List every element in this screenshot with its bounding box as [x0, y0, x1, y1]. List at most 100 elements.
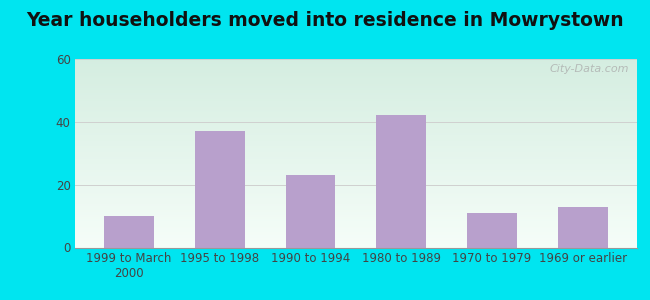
- Bar: [75, 141, 637, 142]
- Bar: [75, 118, 637, 119]
- Bar: [75, 68, 637, 69]
- Bar: [75, 171, 637, 172]
- Bar: [75, 107, 637, 108]
- Bar: [285, 175, 335, 248]
- Bar: [75, 161, 637, 163]
- Bar: [75, 194, 637, 195]
- Bar: [75, 74, 637, 75]
- Bar: [75, 160, 637, 161]
- Bar: [75, 62, 637, 63]
- Text: City-Data.com: City-Data.com: [549, 64, 629, 74]
- Bar: [75, 205, 637, 206]
- Bar: [75, 145, 637, 146]
- Bar: [75, 186, 637, 187]
- Bar: [104, 216, 154, 248]
- Bar: [75, 160, 637, 161]
- Bar: [75, 222, 637, 223]
- Bar: [75, 158, 637, 159]
- Bar: [75, 163, 637, 164]
- Bar: [75, 174, 637, 175]
- Bar: [75, 237, 637, 238]
- Bar: [75, 110, 637, 111]
- Bar: [75, 234, 637, 235]
- Bar: [75, 172, 637, 173]
- Bar: [75, 204, 637, 205]
- Bar: [75, 105, 637, 106]
- Bar: [75, 236, 637, 237]
- Bar: [75, 151, 637, 152]
- Bar: [75, 159, 637, 160]
- Bar: [75, 79, 637, 80]
- Bar: [75, 244, 637, 245]
- Bar: [75, 125, 637, 126]
- Bar: [75, 60, 637, 61]
- Bar: [75, 223, 637, 224]
- Bar: [75, 146, 637, 147]
- Bar: [75, 126, 637, 127]
- Bar: [75, 66, 637, 67]
- Bar: [75, 200, 637, 201]
- Bar: [75, 150, 637, 151]
- Bar: [75, 96, 637, 97]
- Bar: [75, 157, 637, 158]
- Bar: [75, 101, 637, 102]
- Bar: [75, 153, 637, 154]
- Bar: [75, 94, 637, 95]
- Bar: [75, 103, 637, 104]
- Bar: [75, 152, 637, 153]
- Bar: [75, 180, 637, 181]
- Bar: [75, 148, 637, 149]
- Bar: [75, 242, 637, 243]
- Bar: [75, 241, 637, 242]
- Bar: [75, 134, 637, 135]
- Bar: [75, 75, 637, 76]
- Bar: [75, 217, 637, 218]
- Bar: [75, 190, 637, 191]
- Bar: [75, 88, 637, 89]
- Bar: [75, 195, 637, 196]
- Bar: [75, 214, 637, 215]
- Bar: [75, 193, 637, 194]
- Bar: [75, 113, 637, 114]
- Text: Year householders moved into residence in Mowrystown: Year householders moved into residence i…: [26, 11, 624, 29]
- Bar: [75, 206, 637, 207]
- Bar: [75, 176, 637, 177]
- Bar: [75, 58, 637, 59]
- Bar: [75, 211, 637, 212]
- Bar: [75, 100, 637, 101]
- Bar: [75, 235, 637, 236]
- Bar: [75, 63, 637, 64]
- Bar: [75, 83, 637, 84]
- Bar: [75, 202, 637, 203]
- Bar: [75, 239, 637, 240]
- Bar: [75, 196, 637, 197]
- Bar: [75, 182, 637, 183]
- Bar: [75, 226, 637, 227]
- Bar: [75, 72, 637, 73]
- Bar: [75, 198, 637, 199]
- Bar: [75, 87, 637, 88]
- Bar: [75, 167, 637, 168]
- Bar: [75, 175, 637, 176]
- Bar: [75, 189, 637, 190]
- Bar: [75, 76, 637, 77]
- Bar: [75, 155, 637, 156]
- Bar: [75, 61, 637, 62]
- Bar: [75, 114, 637, 115]
- Bar: [75, 221, 637, 222]
- Bar: [75, 178, 637, 179]
- Bar: [75, 142, 637, 144]
- Bar: [75, 169, 637, 170]
- Bar: [75, 208, 637, 209]
- Bar: [75, 231, 637, 232]
- Bar: [75, 232, 637, 233]
- Bar: [75, 106, 637, 107]
- Bar: [75, 108, 637, 109]
- Bar: [75, 70, 637, 71]
- Bar: [75, 95, 637, 96]
- Bar: [75, 127, 637, 128]
- Bar: [75, 154, 637, 155]
- Bar: [75, 210, 637, 211]
- Bar: [75, 92, 637, 94]
- Bar: [376, 115, 426, 248]
